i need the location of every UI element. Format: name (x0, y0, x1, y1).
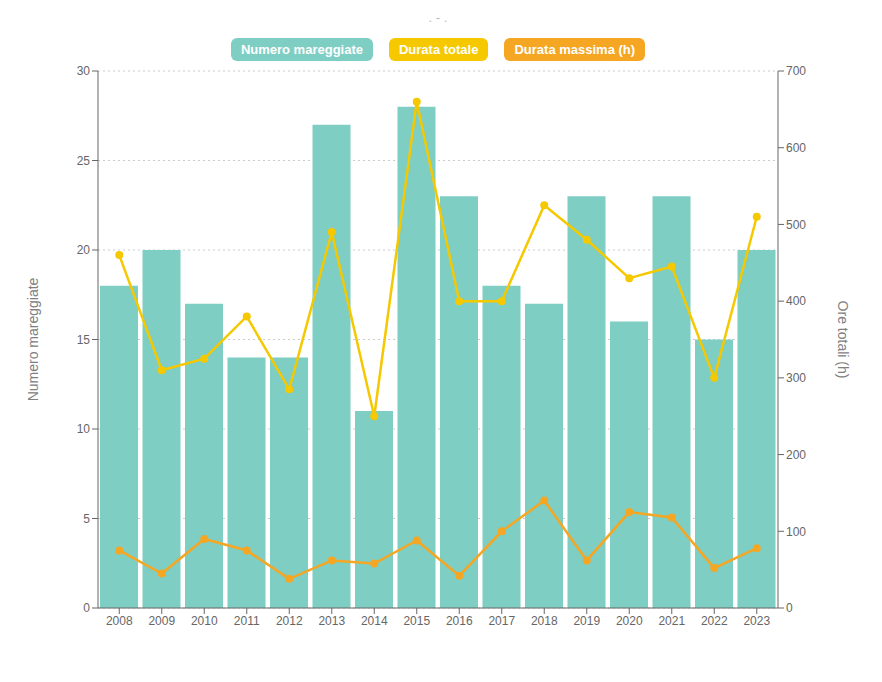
svg-text:300: 300 (786, 371, 806, 385)
svg-text:2022: 2022 (701, 614, 728, 628)
svg-text:0: 0 (83, 601, 90, 615)
svg-text:20: 20 (77, 243, 91, 257)
svg-text:2011: 2011 (234, 614, 260, 628)
svg-text:2012: 2012 (276, 614, 303, 628)
svg-text:2015: 2015 (403, 614, 430, 628)
svg-text:700: 700 (786, 64, 806, 78)
svg-text:600: 600 (786, 141, 806, 155)
html-text:Numero mareggiate: Numero mareggiate (240, 42, 363, 57)
html-text:Durata totale: Durata totale (399, 42, 479, 57)
svg-text:2021: 2021 (658, 614, 685, 628)
svg-text:2017: 2017 (488, 614, 515, 628)
html-text:Durata massima (h): Durata massima (h) (514, 42, 636, 57)
svg-text:0: 0 (786, 601, 793, 615)
svg-text:10: 10 (77, 422, 91, 436)
svg-text:Numero mareggiate: Numero mareggiate (25, 277, 41, 401)
svg-text:200: 200 (786, 448, 806, 462)
svg-text:2016: 2016 (446, 614, 473, 628)
svg-text:2023: 2023 (743, 614, 770, 628)
svg-text:2010: 2010 (191, 614, 218, 628)
svg-text:400: 400 (786, 294, 806, 308)
svg-text:5: 5 (83, 512, 90, 526)
svg-text:2013: 2013 (318, 614, 345, 628)
svg-text:500: 500 (786, 218, 806, 232)
svg-text:2014: 2014 (361, 614, 388, 628)
svg-text:2020: 2020 (616, 614, 643, 628)
svg-text:2008: 2008 (106, 614, 133, 628)
svg-text:25: 25 (77, 154, 91, 168)
svg-text:30: 30 (77, 64, 91, 78)
svg-text:Ore totali (h): Ore totali (h) (835, 301, 851, 379)
svg-text:2018: 2018 (531, 614, 558, 628)
svg-text:2009: 2009 (148, 614, 175, 628)
svg-text:15: 15 (77, 333, 91, 347)
svg-text:2019: 2019 (573, 614, 600, 628)
svg-text:100: 100 (786, 525, 806, 539)
